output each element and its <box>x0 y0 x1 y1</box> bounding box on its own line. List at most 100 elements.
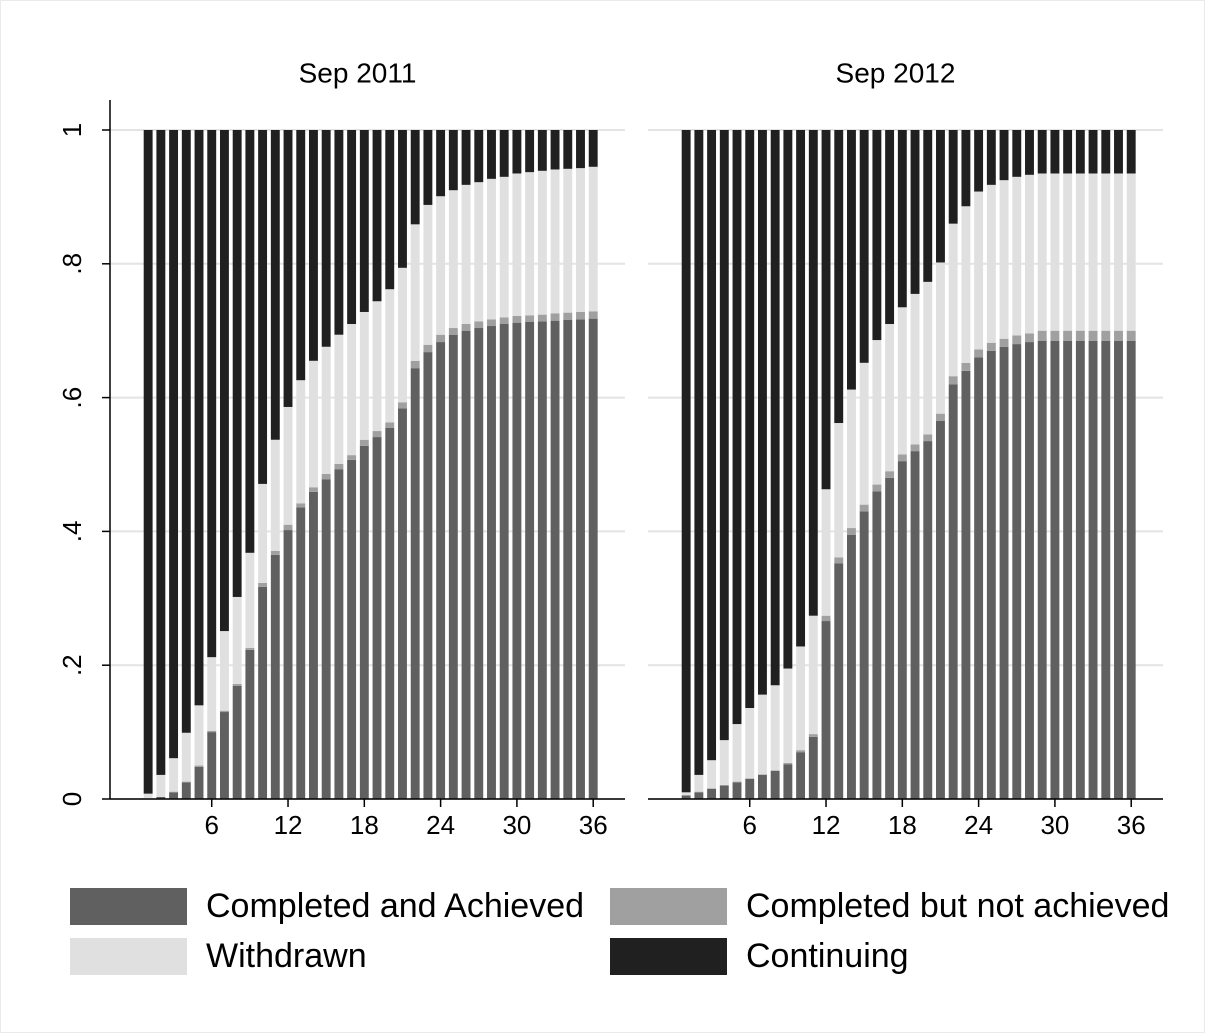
bar-segment <box>423 204 433 345</box>
panel-title: Sep 2012 <box>836 57 956 88</box>
bar-segment <box>525 130 535 173</box>
bar-segment <box>143 793 153 799</box>
bar-segment <box>169 130 179 759</box>
bar-segment <box>499 176 509 318</box>
bar-segment <box>796 130 806 647</box>
legend-label: Completed but not achieved <box>746 887 1169 925</box>
x-tick-label: 12 <box>812 810 841 840</box>
bar-segment <box>885 477 895 799</box>
bar-segment <box>576 311 585 320</box>
legend-label: Continuing <box>746 937 909 975</box>
bar-segment <box>1101 173 1111 331</box>
bar-segment <box>461 130 471 185</box>
bar-segment <box>872 484 882 492</box>
bar-segment <box>986 184 996 343</box>
bar-segment <box>897 130 907 308</box>
bar-segment <box>961 370 971 799</box>
bar-segment <box>207 730 217 733</box>
bar-segment <box>796 752 806 799</box>
bar-segment <box>372 130 382 302</box>
bar-segment <box>448 334 458 799</box>
x-tick-label: 36 <box>579 810 608 840</box>
bar-segment <box>576 319 585 799</box>
bar-segment <box>834 563 844 799</box>
bar-segment <box>181 782 191 799</box>
bar-segment <box>732 724 742 782</box>
bar-segment <box>423 130 433 205</box>
bar-segment <box>808 736 818 799</box>
bar-segment <box>563 319 573 799</box>
bar-segment <box>359 445 369 799</box>
bar-segment <box>961 206 971 363</box>
bar-segment <box>745 708 755 779</box>
bar-segment <box>283 406 293 525</box>
bar-segment <box>948 223 958 377</box>
bar-segment <box>694 130 704 775</box>
legend-swatch <box>70 938 187 975</box>
bar-segment <box>1025 130 1034 175</box>
bar-segment <box>872 130 882 341</box>
bar-segment <box>986 130 996 185</box>
bar-segment <box>436 342 446 799</box>
bar-segment <box>1114 340 1123 799</box>
bar-segment <box>847 130 856 390</box>
bar-segment <box>1114 173 1123 331</box>
bar-segment <box>359 439 369 446</box>
bar-segment <box>1012 344 1022 799</box>
bar-segment <box>1063 330 1073 341</box>
bar-segment <box>296 380 306 504</box>
x-tick-label: 30 <box>502 810 531 840</box>
bar-segment <box>537 170 547 315</box>
bar-segment <box>207 657 217 731</box>
bar-segment <box>219 631 229 711</box>
bar-segment <box>385 422 395 428</box>
bar-segment <box>181 781 191 783</box>
bar-segment <box>770 685 780 771</box>
bar-segment <box>745 778 755 799</box>
bar-segment <box>169 758 179 792</box>
bar-segment <box>258 130 268 484</box>
bar-segment <box>588 166 598 312</box>
bar-segment <box>859 511 869 799</box>
panel-title: Sep 2011 <box>299 57 417 88</box>
bar-segment <box>1126 340 1136 799</box>
bar-segment <box>694 792 704 799</box>
bar-segment <box>859 362 869 505</box>
bar-segment <box>732 782 742 799</box>
bar-segment <box>694 791 704 793</box>
bar-segment <box>770 770 780 771</box>
bar-segment <box>499 130 509 177</box>
bar-segment <box>923 434 933 442</box>
bar-segment <box>986 350 996 799</box>
bar-segment <box>245 649 255 799</box>
bar-segment <box>461 324 471 331</box>
bar-segment <box>745 778 755 779</box>
bar-segment <box>910 444 920 452</box>
bar-segment <box>398 130 407 268</box>
y-tick-label: .6 <box>57 387 87 409</box>
bar-segment <box>410 368 420 799</box>
bar-segment <box>181 732 191 782</box>
bar-segment <box>283 530 293 799</box>
y-tick-label: .2 <box>57 654 87 676</box>
bar-segment <box>232 596 242 684</box>
bar-segment <box>576 168 585 312</box>
bar-segment <box>936 262 945 414</box>
x-tick-label: 24 <box>964 810 993 840</box>
bar-segment <box>783 668 793 763</box>
bar-segment <box>321 130 331 347</box>
bar-segment <box>897 307 907 455</box>
bar-segment <box>1063 173 1073 331</box>
bar-segment <box>707 130 717 761</box>
bar-segment <box>719 130 729 741</box>
bar-segment <box>885 471 895 478</box>
bar-segment <box>961 130 971 207</box>
bar-segment <box>1075 130 1085 174</box>
bar-segment <box>732 781 742 783</box>
bar-segment <box>334 469 344 799</box>
bar-segment <box>512 173 522 316</box>
bar-segment <box>1114 330 1123 341</box>
y-tick-label: .8 <box>57 253 87 275</box>
bar-segment <box>474 130 484 183</box>
